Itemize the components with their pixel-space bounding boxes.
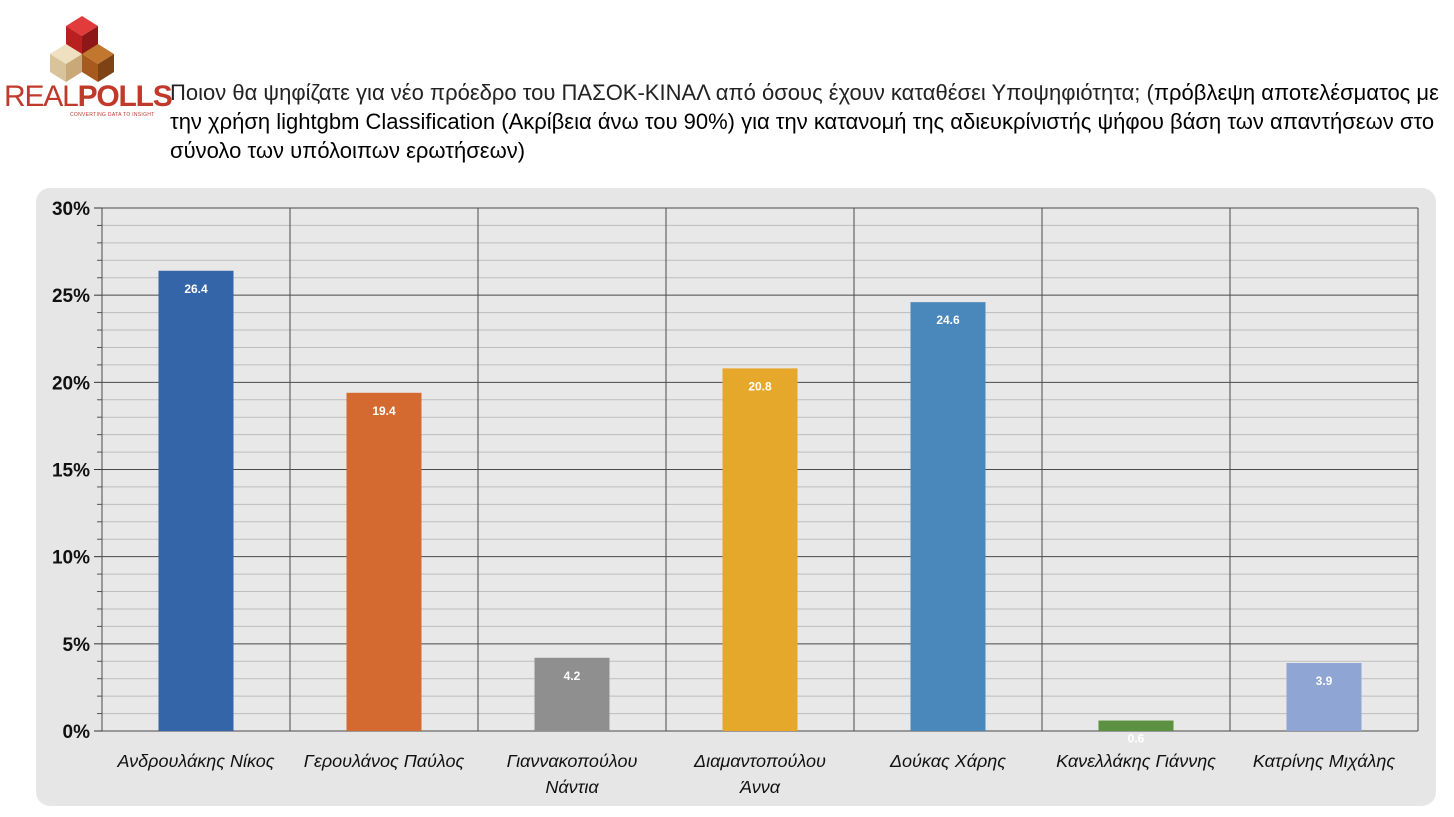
data-label: 20.8 xyxy=(748,379,772,393)
data-label: 19.4 xyxy=(372,404,396,418)
x-category-label: Κανελλάκης Γιάννης xyxy=(1056,751,1216,771)
bar xyxy=(1098,720,1174,731)
y-tick-label: 20% xyxy=(52,373,90,394)
bar xyxy=(910,302,986,731)
bar-chart: 0% 5% 10% 15% 20% 25% 30% 26.4 19.4 4.2 20.8 24.6 0.… xyxy=(52,199,1419,797)
y-tick-label: 5% xyxy=(63,635,91,656)
logo-wordmark: REALPOLLS xyxy=(4,80,173,113)
x-category-label: Ανδρουλάκης Νίκος xyxy=(116,751,274,771)
x-category-label: Δούκας Χάρης xyxy=(889,751,1006,771)
x-category-label: Άννα xyxy=(739,777,781,797)
data-label: 4.2 xyxy=(564,669,581,683)
x-category-label: Διαμαντοπούλου xyxy=(693,751,826,771)
x-category-label: Γερουλάνος Παύλος xyxy=(304,751,465,771)
logo-cubes-icon xyxy=(50,16,114,82)
x-category-label: Νάντια xyxy=(545,777,599,797)
bar xyxy=(346,392,422,731)
bar xyxy=(158,270,234,731)
realpolls-logo: REALPOLLS CONVERTING DATA TO INSIGHT xyxy=(4,8,173,120)
data-label: 24.6 xyxy=(936,313,960,327)
x-category-label: Γιαννακοπούλου xyxy=(507,751,638,771)
x-category-label: Κατρίνης Μιχάλης xyxy=(1253,751,1395,771)
y-tick-label: 30% xyxy=(52,199,90,220)
chart-panel: 0% 5% 10% 15% 20% 25% 30% 26.4 19.4 4.2 20.8 24.6 0.… xyxy=(36,188,1436,806)
data-label: 0.6 xyxy=(1128,732,1145,746)
data-label: 3.9 xyxy=(1316,674,1333,688)
bar xyxy=(722,368,798,731)
y-tick-label: 15% xyxy=(52,461,90,482)
chart-title: Ποιον θα ψηφίζατε για νέο πρόεδρο του ΠΑ… xyxy=(170,78,1440,165)
title-question: Ποιον θα ψηφίζατε για νέο πρόεδρο του ΠΑ… xyxy=(170,80,1154,105)
y-tick-label: 10% xyxy=(52,548,90,569)
y-tick-label: 0% xyxy=(63,722,91,743)
bar xyxy=(534,657,610,731)
y-tick-label: 25% xyxy=(52,286,90,307)
data-label: 26.4 xyxy=(184,282,208,296)
logo-tagline: CONVERTING DATA TO INSIGHT xyxy=(70,112,155,118)
title-note: πρόβλεψη αποτελέσματος με την χρήση ligh… xyxy=(170,80,1439,163)
bar xyxy=(1286,663,1362,731)
